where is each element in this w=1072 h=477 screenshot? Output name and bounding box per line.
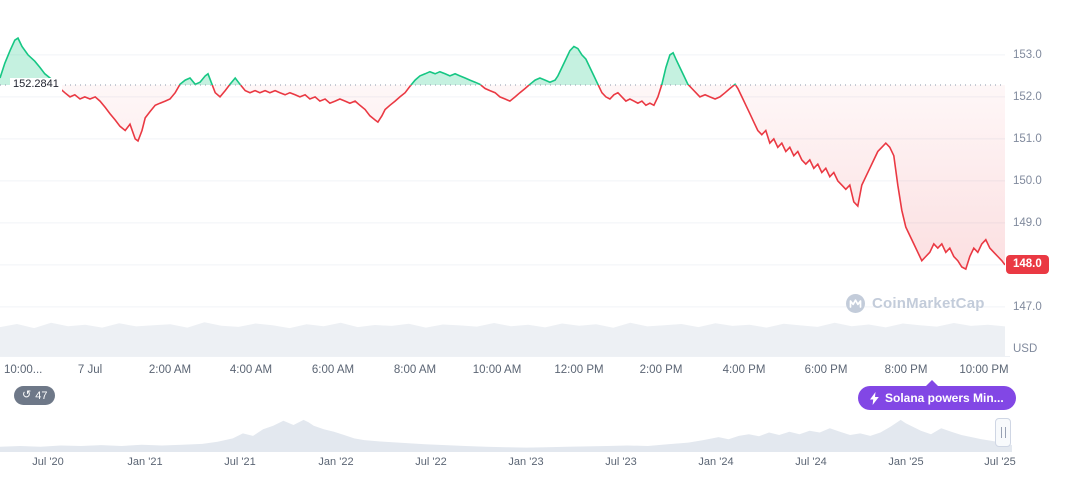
- x-axis-label: 4:00 PM: [722, 364, 766, 376]
- x-axis-label: 2:00 PM: [639, 364, 683, 376]
- x-axis-label: 7 Jul: [77, 364, 103, 376]
- x-axis-label: 10:00...: [4, 364, 43, 376]
- y-axis-label: 153.0: [1013, 49, 1042, 61]
- y-axis-label: 150.0: [1013, 175, 1042, 187]
- history-icon: ↺: [22, 389, 32, 401]
- x-axis-label: 8:00 PM: [884, 364, 928, 376]
- timeline-label: Jul '21: [224, 456, 256, 468]
- timeline-label: Jul '20: [32, 456, 64, 468]
- main-chart-area[interactable]: 152.2841 CoinMarketCap: [0, 0, 1010, 357]
- x-axis-label: 10:00 AM: [472, 364, 522, 376]
- y-axis-label: 149.0: [1013, 217, 1042, 229]
- timeline-label: Jul '24: [795, 456, 827, 468]
- promo-tooltip-text: Solana powers Min...: [885, 391, 1004, 405]
- y-axis-label: 152.0: [1013, 91, 1042, 103]
- timeline-label: Jan '23: [508, 456, 544, 468]
- watermark-text: CoinMarketCap: [872, 295, 985, 312]
- timeline-navigator[interactable]: [0, 404, 1012, 452]
- timeline-label: Jan '22: [318, 456, 354, 468]
- x-axis-label: 6:00 PM: [804, 364, 848, 376]
- timeline-label: Jul '25: [984, 456, 1016, 468]
- y-axis-label: 147.0: [1013, 301, 1042, 313]
- coinmarketcap-logo-icon: [846, 294, 865, 313]
- timeline-label: Jul '22: [415, 456, 447, 468]
- x-axis-label: 10:00 PM: [959, 364, 1009, 376]
- timeline-label: Jan '24: [698, 456, 734, 468]
- history-count-button[interactable]: ↺ 47: [14, 386, 56, 405]
- x-axis-label: 2:00 AM: [148, 364, 192, 376]
- timeline-label: Jan '25: [888, 456, 924, 468]
- x-axis: 10:00... 7 Jul 2:00 AM 4:00 AM 6:00 AM 8…: [0, 364, 1072, 380]
- y-axis-label: 151.0: [1013, 133, 1042, 145]
- x-axis-label: 8:00 AM: [393, 364, 437, 376]
- lightning-icon: [870, 391, 879, 405]
- brush-handle[interactable]: [995, 418, 1011, 447]
- x-axis-label: 12:00 PM: [554, 364, 604, 376]
- timeline-label: Jul '23: [605, 456, 637, 468]
- coinmarketcap-watermark: CoinMarketCap: [845, 293, 985, 314]
- price-series-svg: [0, 36, 1005, 356]
- timeline-label: Jan '21: [127, 456, 163, 468]
- x-axis-label: 6:00 AM: [311, 364, 355, 376]
- x-axis-label: 4:00 AM: [229, 364, 273, 376]
- promo-tooltip-button[interactable]: Solana powers Min...: [858, 380, 1016, 410]
- timeline-axis: Jul '20 Jan '21 Jul '21 Jan '22 Jul '22 …: [0, 456, 1072, 472]
- history-count: 47: [35, 389, 48, 402]
- current-price-badge: 148.0: [1006, 255, 1049, 274]
- baseline-price-label: 152.2841: [10, 78, 62, 91]
- y-axis-unit-label: USD: [1013, 343, 1038, 355]
